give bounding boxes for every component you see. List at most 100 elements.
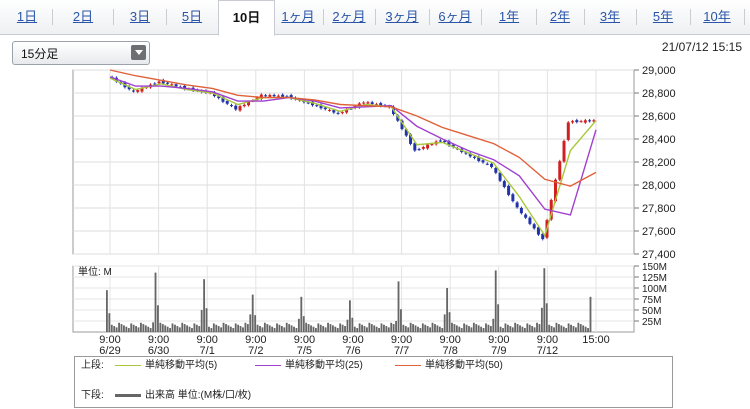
- volume-bar: [152, 322, 154, 332]
- volume-bar: [373, 325, 376, 332]
- tab-3d[interactable]: 3日: [129, 9, 151, 24]
- ma50-line: [109, 69, 597, 187]
- x-tick-date: 7/9: [491, 345, 506, 357]
- volume-bar: [157, 305, 159, 332]
- volume-bar: [263, 322, 266, 332]
- volume-bar: [370, 324, 373, 332]
- tab-1d[interactable]: 1日: [16, 9, 38, 24]
- volume-bar: [514, 322, 517, 332]
- volume-tick-label: 25M: [642, 317, 661, 328]
- volume-bar: [290, 325, 293, 332]
- candle-body: [451, 144, 455, 148]
- volume-bar: [329, 324, 332, 332]
- volume-bar: [414, 325, 417, 332]
- period-tabs: 1日 2日 3日 5日 10日 1ヶ月 2ヶ月 3ヶ月 6ヶ月 1年 2年 3年…: [0, 0, 750, 36]
- volume-bar: [268, 325, 271, 332]
- volume-bar: [463, 323, 466, 332]
- volume-bar: [574, 327, 577, 332]
- volume-bar: [472, 322, 475, 332]
- tab-2m[interactable]: 2ヶ月: [332, 9, 366, 24]
- candle-body: [528, 217, 532, 224]
- volume-bar: [193, 323, 196, 332]
- candle-body: [281, 94, 285, 97]
- legend-ma25: 単純移動平均(25): [255, 358, 363, 374]
- x-tick-date: 6/30: [148, 345, 169, 357]
- volume-bar: [387, 327, 390, 332]
- volume-tick-label: 150M: [642, 262, 667, 273]
- candle-body: [161, 80, 165, 84]
- volume-bar: [300, 296, 303, 332]
- volume-bar: [436, 325, 439, 332]
- volume-bar: [314, 328, 317, 332]
- x-tick-date: 7/12: [537, 345, 558, 357]
- volume-bar: [203, 279, 206, 332]
- candle-body: [234, 105, 238, 110]
- volume-bar: [164, 325, 167, 332]
- tab-3m[interactable]: 3ヶ月: [385, 9, 419, 24]
- volume-bar: [533, 327, 536, 332]
- volume-bar: [285, 322, 288, 332]
- tab-2y[interactable]: 2年: [549, 9, 571, 24]
- volume-bar: [142, 324, 145, 332]
- tab-5d[interactable]: 5日: [181, 9, 203, 24]
- volume-bar: [441, 328, 444, 332]
- volume-bar: [283, 327, 286, 332]
- volume-bar: [511, 327, 514, 332]
- volume-bar: [499, 326, 502, 332]
- volume-bar: [528, 324, 531, 332]
- volume-bar: [108, 313, 111, 332]
- volume-bar: [181, 322, 184, 332]
- candle-body: [272, 94, 276, 97]
- volume-bar: [302, 316, 305, 332]
- volume-bar: [361, 324, 363, 332]
- interval-select-value: 15分足: [21, 47, 59, 61]
- x-tick-time: 15:00: [582, 334, 610, 346]
- volume-bar: [453, 324, 456, 332]
- volume-bar: [137, 327, 140, 332]
- volume-bar: [344, 326, 346, 332]
- x-tick-time: 9:00: [342, 334, 363, 346]
- candle-body: [481, 160, 485, 163]
- volume-bar: [140, 322, 142, 332]
- volume-bar: [431, 322, 434, 332]
- candle-body: [498, 172, 502, 181]
- candle-body: [374, 104, 378, 106]
- volume-bar: [118, 322, 120, 332]
- candle-body: [370, 102, 374, 105]
- interval-select[interactable]: 15分足: [12, 41, 150, 65]
- candle-body: [217, 96, 221, 99]
- price-tick-label: 29,000: [642, 65, 676, 77]
- tab-1m[interactable]: 1ヶ月: [281, 9, 315, 24]
- candle-body: [396, 115, 400, 121]
- tab-10d[interactable]: 10日: [218, 0, 275, 36]
- volume-bar: [234, 323, 237, 332]
- volume-bar: [271, 326, 274, 332]
- candle-body: [511, 194, 515, 202]
- price-tick-label: 28,400: [642, 134, 676, 146]
- volume-bar: [174, 324, 176, 332]
- volume-bar: [266, 324, 269, 332]
- candle-body: [366, 102, 370, 104]
- volume-bar: [115, 327, 118, 332]
- tab-5y[interactable]: 5年: [652, 9, 674, 24]
- tab-6m[interactable]: 6ヶ月: [438, 9, 472, 24]
- candle-body: [127, 86, 131, 90]
- x-tick-time: 9:00: [99, 334, 120, 346]
- candle-body: [532, 224, 536, 229]
- tab-3y[interactable]: 3年: [599, 9, 621, 24]
- tab-10y[interactable]: 10年: [703, 9, 731, 24]
- volume-bar: [123, 325, 125, 332]
- candle-body: [276, 95, 280, 97]
- volume-bar: [239, 326, 242, 332]
- volume-bar: [582, 325, 585, 332]
- tab-1y[interactable]: 1年: [498, 9, 520, 24]
- candle-body: [153, 83, 157, 85]
- volume-bar: [577, 322, 580, 332]
- chevron-down-icon[interactable]: [131, 45, 146, 60]
- tab-2d[interactable]: 2日: [72, 9, 94, 24]
- candle-body: [285, 96, 289, 98]
- volume-bar: [409, 322, 412, 332]
- volume-bar: [562, 326, 565, 332]
- candle-body: [515, 202, 519, 208]
- candle-body: [583, 120, 587, 123]
